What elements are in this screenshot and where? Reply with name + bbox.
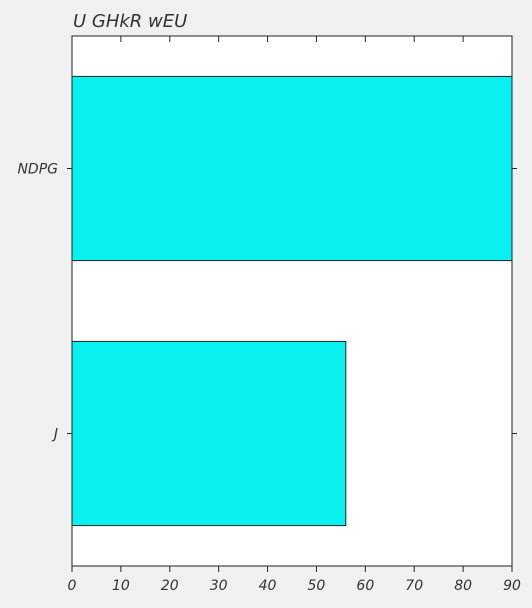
x-tick-label: 80 [454,578,472,594]
x-axis: 0 10 20 30 40 50 60 70 80 90 [68,36,521,594]
x-tick-label: 40 [259,578,277,594]
x-tick-label: 20 [161,578,179,594]
x-tick-label: 90 [503,578,521,594]
x-tick-label: 10 [112,578,130,594]
plot-frame [71,35,513,567]
x-tick-label: 60 [356,578,374,594]
x-tick-label: 50 [308,578,326,594]
bar-j [71,340,347,527]
x-tick-label: 30 [210,578,228,594]
y-tick-label: J [51,427,58,443]
y-tick-label: NDPG [17,162,58,178]
bar-ndpg [71,75,513,262]
x-tick-label: 70 [405,578,423,594]
chart-title: U GHkR wEU [73,11,187,32]
y-axis: NDPG J [17,162,517,443]
bars [71,75,513,527]
x-tick-label: 0 [68,578,77,594]
